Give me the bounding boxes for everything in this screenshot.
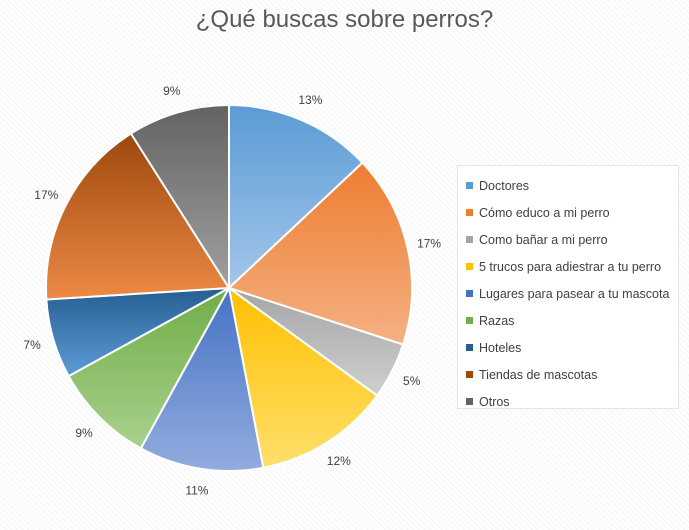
legend-item: Tiendas de mascotas xyxy=(458,361,678,388)
pie-slice-8 xyxy=(45,132,231,301)
legend-label: 5 trucos para adiestrar a tu perro xyxy=(479,259,662,274)
legend-swatch xyxy=(466,317,473,324)
pie-slice-1 xyxy=(228,103,364,291)
legend-item: 5 trucos para adiestrar a tu perro xyxy=(458,253,678,280)
slice-label-9: 9% xyxy=(163,84,181,98)
legend-item: Razas xyxy=(458,307,678,334)
legend-label: Tiendas de mascotas xyxy=(479,367,598,382)
slice-label-7: 7% xyxy=(23,338,41,352)
pie-slice-2 xyxy=(227,161,413,346)
slice-label-5: 11% xyxy=(185,484,208,498)
legend-item: Como bañar a mi perro xyxy=(458,226,678,253)
slice-label-3: 5% xyxy=(403,374,421,388)
legend-swatch xyxy=(466,290,473,297)
legend-swatch xyxy=(466,209,473,216)
legend-item: Hoteles xyxy=(458,334,678,361)
legend-label: Razas xyxy=(479,313,515,328)
legend-swatch xyxy=(466,263,473,270)
legend-swatch xyxy=(466,398,473,405)
legend-swatch xyxy=(466,344,473,351)
legend-label: Cómo educo a mi perro xyxy=(479,205,610,220)
legend-label: Doctores xyxy=(479,178,530,193)
slice-label-8: 17% xyxy=(34,188,58,202)
pie-slice-5 xyxy=(139,285,265,472)
slice-label-1: 13% xyxy=(298,93,322,107)
pie-slice-4 xyxy=(227,285,379,469)
pie-slice-9 xyxy=(129,103,230,292)
slice-label-2: 17% xyxy=(417,236,441,250)
slice-label-6: 9% xyxy=(75,426,93,440)
legend-swatch xyxy=(466,182,473,189)
slice-label-4: 12% xyxy=(327,454,351,468)
legend-item: Otros xyxy=(458,388,678,415)
legend-item: Cómo educo a mi perro xyxy=(458,199,678,226)
legend-item: Lugares para pasear a tu mascota xyxy=(458,280,678,307)
legend-label: Como bañar a mi perro xyxy=(479,232,608,247)
legend-label: Hoteles xyxy=(479,340,522,355)
chart-title: ¿Qué buscas sobre perros? xyxy=(195,6,494,33)
legend: Doctores Cómo educo a mi perro Como bañar … xyxy=(457,165,679,409)
legend-item: Doctores xyxy=(458,172,678,199)
pie-slice-6 xyxy=(67,285,232,450)
legend-swatch xyxy=(466,236,473,243)
legend-label: Lugares para pasear a tu mascota xyxy=(479,286,670,301)
legend-label: Otros xyxy=(479,394,510,409)
legend-swatch xyxy=(466,371,473,378)
